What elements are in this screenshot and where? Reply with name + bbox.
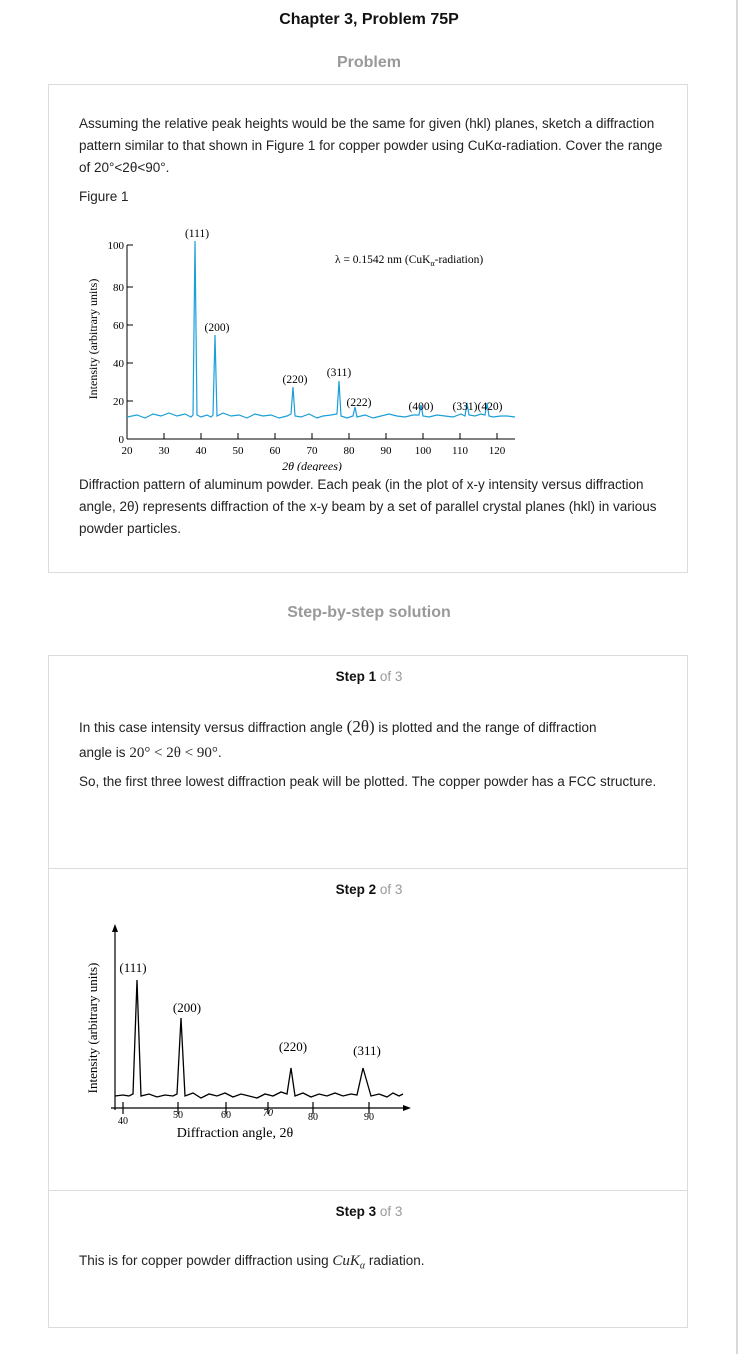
figure-label: Figure 1	[79, 189, 129, 204]
x-tick-120: 120	[489, 445, 506, 457]
x-tick-70: 70	[307, 445, 319, 457]
step-3-title: Step 3 of 3	[335, 1204, 403, 1219]
y-tick-80: 80	[113, 282, 125, 294]
figure-caption: Diffraction pattern of aluminum powder. …	[79, 477, 657, 536]
step-2-sketch-chart: (111) (200) (220) (311) 40 50 60 70 80 9…	[85, 924, 411, 1141]
step-3-text: This is for copper powder diffraction us…	[79, 1253, 425, 1272]
sketch-x-tick-90: 90	[364, 1112, 374, 1123]
peak-label-222: (222)	[347, 397, 372, 409]
x-tick-30: 30	[159, 445, 171, 457]
x-tick-20: 20	[122, 445, 134, 457]
x-tick-60: 60	[270, 445, 282, 457]
lambda-annotation: λ = 0.1542 nm (CuKα-radiation)	[335, 254, 483, 268]
step-1-text-para2: So, the first three lowest diffraction p…	[79, 774, 657, 789]
chapter-title: Chapter 3, Problem 75P	[279, 11, 459, 28]
x-tick-90: 90	[381, 445, 393, 457]
peak-label-111: (111)	[185, 228, 209, 240]
x-tick-80: 80	[344, 445, 356, 457]
peak-label-331: (331)	[453, 401, 478, 413]
x-tick-50: 50	[233, 445, 245, 457]
sketch-x-tick-40: 40	[118, 1116, 128, 1127]
step-divider-2	[49, 1190, 687, 1191]
figure-1-chart: 0 20 40 60 80 100 20 30 40 50 60 70 80 9…	[86, 228, 516, 471]
sketch-peak-200: (200)	[173, 1000, 201, 1015]
figure1-x-label: 2θ (degrees)	[282, 459, 342, 471]
figure1-y-label: Intensity (arbitrary units)	[86, 279, 100, 400]
diffraction-spectrum-line	[126, 240, 516, 419]
step-1-text-line1: In this case intensity versus diffractio…	[79, 717, 597, 736]
y-tick-40: 40	[113, 358, 125, 370]
sketch-spectrum-line	[114, 979, 404, 1099]
x-tick-40: 40	[196, 445, 208, 457]
y-tick-0: 0	[119, 434, 125, 446]
step-1-text-line2: angle is 20° < 2θ < 90°.	[79, 745, 222, 761]
x-tick-100: 100	[415, 445, 432, 457]
peak-label-400: (400)	[409, 401, 434, 413]
y-tick-20: 20	[113, 396, 125, 408]
sketch-peak-220: (220)	[279, 1039, 307, 1054]
sketch-y-label: Intensity (arbitrary units)	[85, 963, 100, 1094]
peak-label-220: (220)	[283, 374, 308, 386]
sketch-x-tick-60: 60	[221, 1110, 231, 1121]
step-2-title: Step 2 of 3	[335, 882, 403, 897]
peak-label-200: (200)	[205, 322, 230, 334]
sketch-x-label: Diffraction angle, 2θ	[177, 1126, 294, 1141]
sketch-x-tick-80: 80	[308, 1112, 318, 1123]
y-tick-60: 60	[113, 320, 125, 332]
step-divider-1	[49, 868, 687, 869]
solution-box: Step 1 of 3 In this case intensity versu…	[48, 655, 688, 1328]
peak-label-420: (420)	[478, 401, 503, 413]
x-tick-110: 110	[452, 445, 469, 457]
page-right-border	[736, 0, 738, 1354]
sketch-peak-311: (311)	[353, 1043, 381, 1058]
sketch-peak-111: (111)	[119, 960, 146, 975]
problem-text: Assuming the relative peak heights would…	[79, 116, 663, 175]
problem-box: Assuming the relative peak heights would…	[48, 84, 688, 573]
problem-heading: Problem	[336, 54, 401, 71]
y-tick-100: 100	[108, 240, 125, 252]
sketch-x-tick-70: 70	[263, 1108, 273, 1119]
peak-label-311: (311)	[327, 367, 352, 379]
sketch-x-tick-50: 50	[173, 1110, 183, 1121]
solution-heading: Step-by-step solution	[287, 604, 451, 621]
step-1-title: Step 1 of 3	[335, 669, 403, 684]
